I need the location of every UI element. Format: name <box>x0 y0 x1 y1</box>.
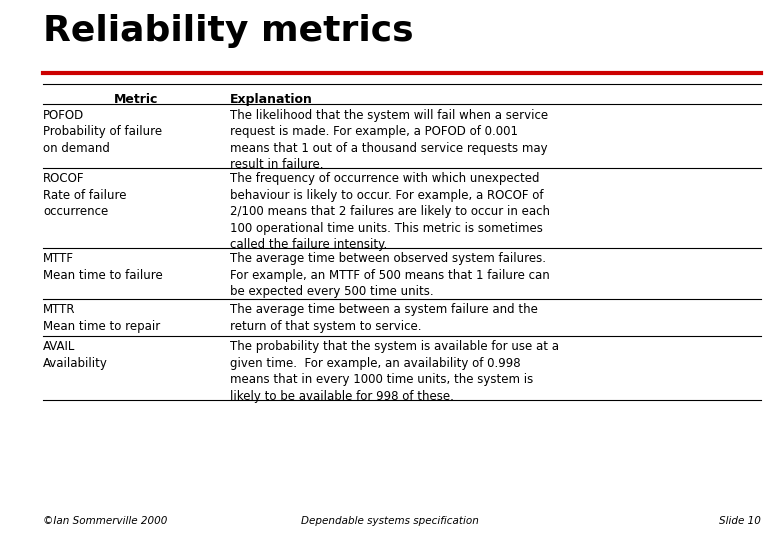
Text: Dependable systems specification: Dependable systems specification <box>301 516 479 526</box>
Text: AVAIL
Availability: AVAIL Availability <box>43 340 108 370</box>
Text: Reliability metrics: Reliability metrics <box>43 14 413 48</box>
Text: The average time between observed system failures.
For example, an MTTF of 500 m: The average time between observed system… <box>230 252 550 298</box>
Text: The likelihood that the system will fail when a service
request is made. For exa: The likelihood that the system will fail… <box>230 109 548 171</box>
Text: The average time between a system failure and the
return of that system to servi: The average time between a system failur… <box>230 303 538 333</box>
Text: The frequency of occurrence with which unexpected
behaviour is likely to occur. : The frequency of occurrence with which u… <box>230 172 550 251</box>
Text: POFOD
Probability of failure
on demand: POFOD Probability of failure on demand <box>43 109 162 154</box>
Text: MTTF
Mean time to failure: MTTF Mean time to failure <box>43 252 163 282</box>
Text: The probability that the system is available for use at a
given time.  For examp: The probability that the system is avail… <box>230 340 559 403</box>
Text: Explanation: Explanation <box>230 93 313 106</box>
Text: MTTR
Mean time to repair: MTTR Mean time to repair <box>43 303 160 333</box>
Text: Slide 10: Slide 10 <box>718 516 760 526</box>
Text: ©Ian Sommerville 2000: ©Ian Sommerville 2000 <box>43 516 167 526</box>
Text: Metric: Metric <box>115 93 158 106</box>
Text: ROCOF
Rate of failure
occurrence: ROCOF Rate of failure occurrence <box>43 172 126 218</box>
